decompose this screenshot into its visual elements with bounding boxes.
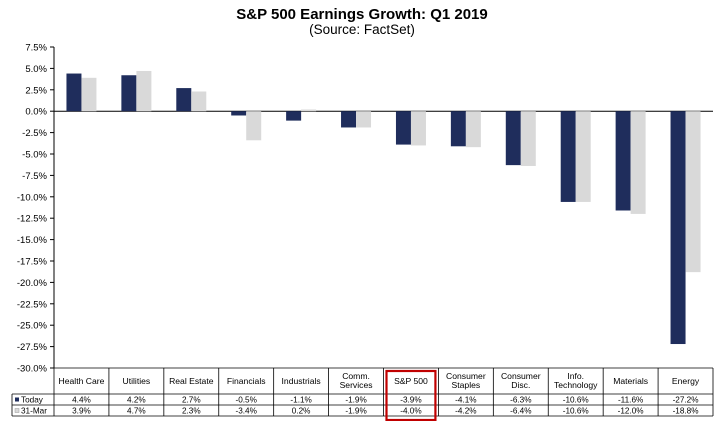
bar-today xyxy=(395,111,411,145)
table-value: -3.9% xyxy=(400,396,421,405)
bar-today xyxy=(560,111,576,202)
bar-today xyxy=(670,111,686,345)
bar-mar31 xyxy=(520,111,536,166)
bar-mar31 xyxy=(410,111,426,146)
category-label: Financials xyxy=(227,376,266,386)
table-value: -3.4% xyxy=(236,407,257,416)
category-label: Real Estate xyxy=(169,376,214,386)
bar-mar31 xyxy=(246,111,262,141)
bar-mar31 xyxy=(136,70,152,112)
y-tick-label: -20.0% xyxy=(17,278,48,289)
category-label: Technology xyxy=(554,380,598,390)
category-label: Consumer xyxy=(446,371,486,381)
y-tick-label: -17.5% xyxy=(17,257,48,268)
table-value: -0.5% xyxy=(236,396,257,405)
bar-mar31 xyxy=(301,109,317,112)
table-value: -4.2% xyxy=(455,407,476,416)
table-value: 2.3% xyxy=(182,407,201,416)
category-label: Health Care xyxy=(59,376,105,386)
y-tick-label: 7.5% xyxy=(25,43,47,54)
bar-today xyxy=(231,111,247,116)
legend-label: 31-Mar xyxy=(21,407,47,416)
y-tick-label: 5.0% xyxy=(25,64,47,75)
y-tick-label: -22.5% xyxy=(17,299,48,310)
table-value: 4.7% xyxy=(127,407,146,416)
bar-today xyxy=(450,111,466,147)
category-label: Industrials xyxy=(282,376,321,386)
category-label: Energy xyxy=(672,376,700,386)
table-value: 0.2% xyxy=(292,407,311,416)
category-label: Materials xyxy=(613,376,648,386)
chart-title: S&P 500 Earnings Growth: Q1 2019 xyxy=(236,6,488,23)
table-value: -4.0% xyxy=(400,407,421,416)
y-tick-label: -5.0% xyxy=(22,150,47,161)
y-tick-label: -7.5% xyxy=(22,171,47,182)
y-tick-label: -30.0% xyxy=(17,364,48,375)
bar-mar31 xyxy=(575,111,591,202)
table-value: -12.0% xyxy=(618,407,644,416)
category-label: Utilities xyxy=(123,376,151,386)
bar-today xyxy=(121,75,137,112)
legend-key xyxy=(15,397,19,402)
bar-today xyxy=(505,111,521,166)
y-tick-label: -27.5% xyxy=(17,342,48,353)
bar-mar31 xyxy=(356,111,372,128)
bar-mar31 xyxy=(465,111,481,148)
table-value: -10.6% xyxy=(563,407,589,416)
category-label: S&P 500 xyxy=(394,376,428,386)
category-label: Info. xyxy=(567,371,584,381)
table-value: -18.8% xyxy=(673,407,699,416)
y-tick-label: 0.0% xyxy=(25,107,47,118)
table-value: 2.7% xyxy=(182,396,201,405)
bar-today xyxy=(66,73,82,112)
table-value: -10.6% xyxy=(563,396,589,405)
table-value: -1.9% xyxy=(345,396,366,405)
table-value: -27.2% xyxy=(673,396,699,405)
table-value: 4.4% xyxy=(72,396,91,405)
category-label: Comm. xyxy=(342,371,370,381)
bar-mar31 xyxy=(685,111,701,273)
category-label: Consumer xyxy=(501,371,541,381)
y-tick-label: -10.0% xyxy=(17,192,48,203)
table-value: -4.1% xyxy=(455,396,476,405)
legend-key xyxy=(14,408,20,413)
highlight-box xyxy=(385,369,437,421)
bar-mar31 xyxy=(81,77,97,112)
y-tick-label: -12.5% xyxy=(17,214,48,225)
chart-subtitle: (Source: FactSet) xyxy=(309,22,415,37)
table-value: -11.6% xyxy=(618,396,643,405)
table-value: -6.3% xyxy=(510,396,531,405)
table-value: 3.9% xyxy=(72,407,91,416)
y-tick-label: -25.0% xyxy=(17,321,48,332)
bar-mar31 xyxy=(630,111,646,214)
bar-today xyxy=(615,111,631,211)
y-tick-label: -15.0% xyxy=(17,235,48,246)
category-label: Disc. xyxy=(511,380,530,390)
bar-today xyxy=(286,111,302,121)
bar-mar31 xyxy=(191,91,207,112)
y-tick-label: -2.5% xyxy=(22,128,47,139)
category-label: Services xyxy=(340,380,373,390)
table-value: -1.9% xyxy=(345,407,366,416)
bar-today xyxy=(176,88,192,112)
table-value: 4.2% xyxy=(127,396,146,405)
y-tick-label: 2.5% xyxy=(25,85,47,96)
category-label: Staples xyxy=(452,380,481,390)
bar-today xyxy=(341,111,357,128)
table-value: -1.1% xyxy=(290,396,311,405)
table-value: -6.4% xyxy=(510,407,531,416)
legend-label: Today xyxy=(21,396,44,405)
